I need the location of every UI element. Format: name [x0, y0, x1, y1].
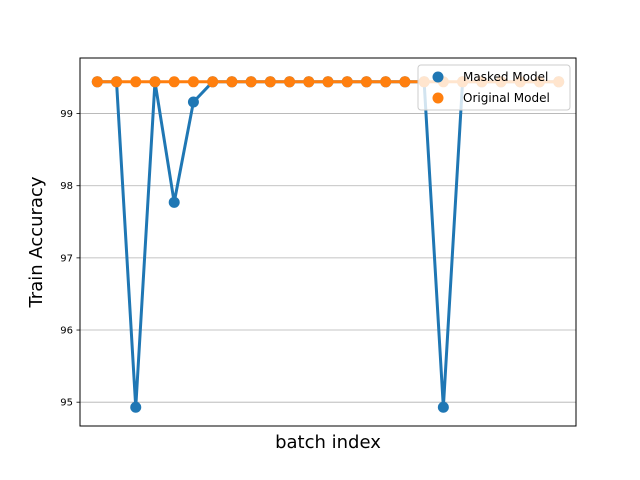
legend: Masked Model Original Model — [417, 64, 571, 111]
data-point-masked-model — [187, 96, 199, 108]
legend-marker-original-model — [432, 92, 444, 104]
data-point-original-model — [91, 76, 103, 88]
data-point-original-model — [399, 76, 411, 88]
data-point-masked-model — [437, 401, 449, 413]
y-ticks: 95 96 97 98 99 — [60, 109, 80, 409]
data-point-original-model — [360, 76, 372, 88]
y-axis-label: Train Accuracy — [26, 176, 47, 308]
y-tick-label: 99 — [60, 109, 73, 120]
data-point-original-model — [187, 76, 199, 88]
data-point-original-model — [303, 76, 315, 88]
data-point-masked-model — [130, 401, 142, 413]
y-tick-label: 98 — [60, 181, 73, 192]
legend-marker-masked-model — [432, 71, 444, 83]
legend-label-original-model: Original Model — [463, 91, 550, 105]
data-point-original-model — [322, 76, 334, 88]
y-tick-label: 97 — [60, 253, 73, 264]
data-point-original-model — [264, 76, 276, 88]
y-tick-label: 96 — [60, 326, 73, 337]
data-point-original-model — [168, 76, 180, 88]
data-point-original-model — [111, 76, 123, 88]
data-point-original-model — [341, 76, 353, 88]
data-point-original-model — [207, 76, 219, 88]
data-point-original-model — [226, 76, 238, 88]
x-axis-label: batch index — [275, 432, 381, 453]
data-point-original-model — [245, 76, 257, 88]
series-layer — [91, 76, 565, 413]
legend-box — [417, 64, 571, 111]
data-point-original-model — [149, 76, 161, 88]
data-point-masked-model — [168, 196, 180, 208]
data-point-original-model — [284, 76, 296, 88]
grid-lines — [80, 113, 576, 403]
y-tick-label: 95 — [60, 398, 73, 409]
data-point-original-model — [130, 76, 142, 88]
plot-frame — [79, 57, 577, 427]
legend-label-masked-model: Masked Model — [463, 70, 548, 84]
data-point-original-model — [380, 76, 392, 88]
series-line-masked-model — [97, 80, 559, 409]
